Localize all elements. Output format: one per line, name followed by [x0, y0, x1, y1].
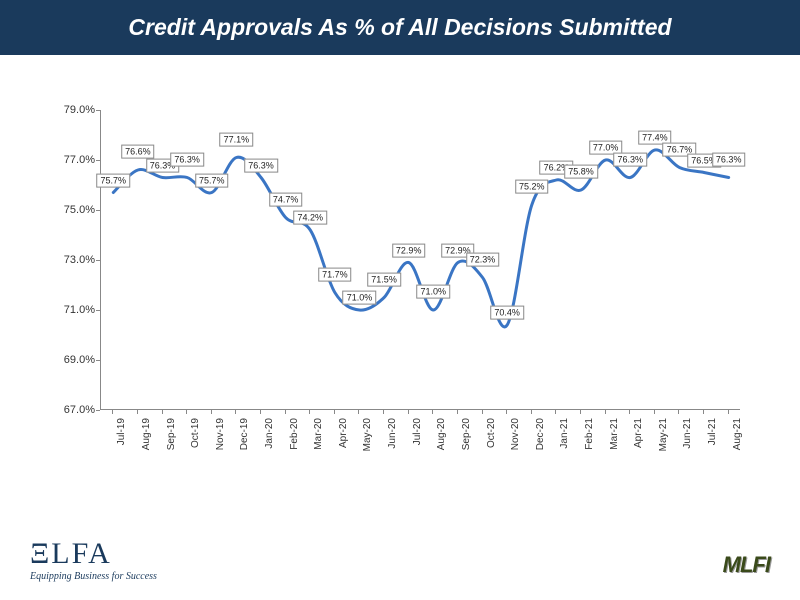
plot-area: 75.7% 76.6% 76.3% 76.3% 75.7% 77.1% 76.3% 74.7%… — [100, 110, 740, 410]
xtick-mark — [137, 410, 138, 414]
xtick-mark — [605, 410, 606, 414]
ytick-label: 69.0% — [40, 354, 95, 366]
elfa-logo-tagline: Equipping Business for Success — [30, 571, 157, 582]
data-label: 74.2% — [293, 211, 327, 225]
xtick-mark — [408, 410, 409, 414]
ytick-label: 75.0% — [40, 204, 95, 216]
ytick-mark — [96, 410, 100, 411]
data-label: 75.7% — [195, 173, 229, 187]
data-label: 75.7% — [97, 173, 131, 187]
xtick-mark — [580, 410, 581, 414]
data-label: 76.6% — [121, 145, 155, 159]
elfa-logo-text: ΞLFA — [30, 537, 157, 571]
ytick-label: 73.0% — [40, 254, 95, 266]
ytick-label: 71.0% — [40, 304, 95, 316]
xtick-mark — [555, 410, 556, 414]
data-label: 74.7% — [269, 192, 303, 206]
ytick-label: 77.0% — [40, 154, 95, 166]
xtick-mark — [678, 410, 679, 414]
data-label: 71.5% — [367, 272, 401, 286]
data-label: 72.9% — [392, 243, 426, 257]
data-label: 76.3% — [613, 152, 647, 166]
data-label: 72.3% — [466, 252, 500, 266]
xtick-mark — [482, 410, 483, 414]
data-label: 71.0% — [417, 285, 451, 299]
mlfi-logo: MLFI — [723, 552, 770, 578]
data-label: 75.8% — [564, 165, 598, 179]
data-label: 76.3% — [244, 158, 278, 172]
data-label: 71.7% — [318, 267, 352, 281]
xtick-mark — [162, 410, 163, 414]
data-label: 76.3% — [712, 152, 746, 166]
xtick-mark — [358, 410, 359, 414]
xtick-mark — [432, 410, 433, 414]
xtick-mark — [235, 410, 236, 414]
xtick-mark — [260, 410, 261, 414]
xtick-mark — [654, 410, 655, 414]
xtick-mark — [703, 410, 704, 414]
data-label: 71.0% — [343, 291, 377, 305]
ytick-label: 79.0% — [40, 104, 95, 116]
data-label: 70.4% — [490, 306, 524, 320]
xtick-mark — [383, 410, 384, 414]
xtick-mark — [506, 410, 507, 414]
xtick-mark — [186, 410, 187, 414]
xtick-label: Aug-21 — [732, 418, 800, 450]
elfa-logo: ΞLFA Equipping Business for Success — [30, 537, 157, 582]
xtick-mark — [531, 410, 532, 414]
xtick-mark — [211, 410, 212, 414]
data-label: 75.2% — [515, 180, 549, 194]
page: Credit Approvals As % of All Decisions S… — [0, 0, 800, 600]
xtick-mark — [457, 410, 458, 414]
chart-title: Credit Approvals As % of All Decisions S… — [0, 0, 800, 55]
xtick-mark — [334, 410, 335, 414]
chart-container: 67.0% 69.0% 71.0% 73.0% 75.0% 77.0% 79.0% 75.7… — [40, 100, 760, 510]
ytick-label: 67.0% — [40, 404, 95, 416]
xtick-mark — [112, 410, 113, 414]
data-label: 77.1% — [220, 132, 254, 146]
xtick-mark — [728, 410, 729, 414]
data-label: 76.3% — [170, 152, 204, 166]
xtick-mark — [309, 410, 310, 414]
xtick-mark — [285, 410, 286, 414]
xtick-mark — [629, 410, 630, 414]
